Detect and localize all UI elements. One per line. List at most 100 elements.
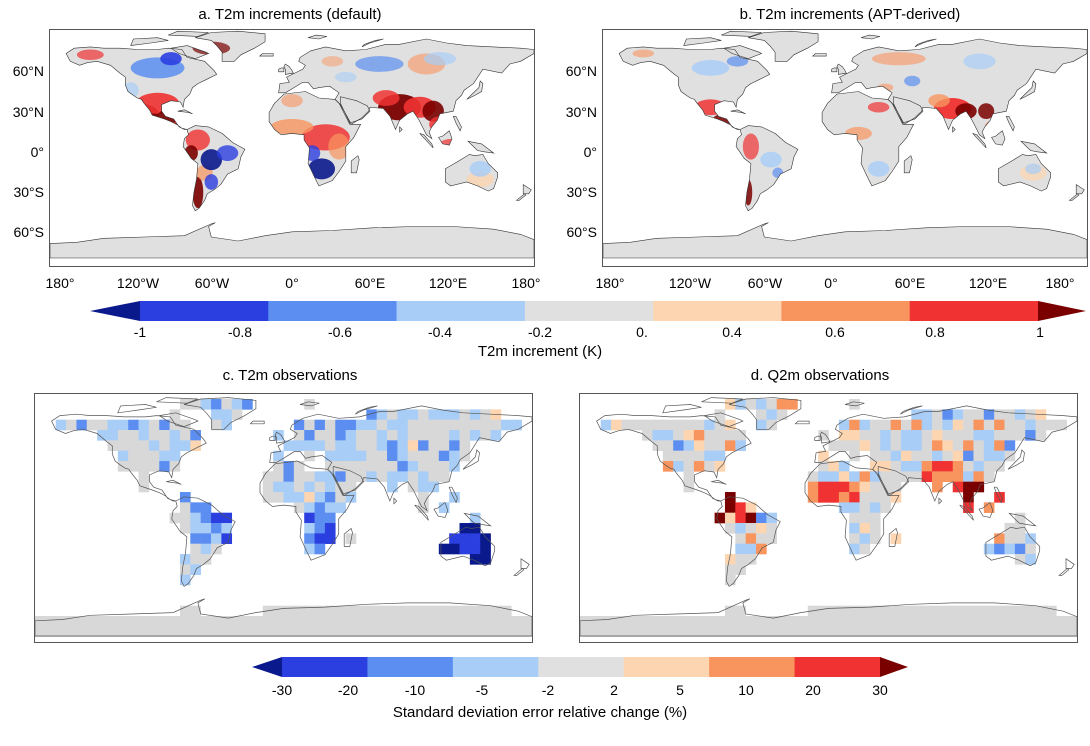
observation-cell — [1045, 626, 1057, 637]
observation-cell — [231, 409, 243, 420]
coastline — [721, 30, 762, 37]
observation-cell — [735, 512, 746, 524]
observation-cell — [438, 616, 450, 627]
observation-cell — [469, 626, 481, 637]
observation-cell — [838, 626, 850, 637]
colorbar-segment — [623, 657, 710, 677]
observation-cell — [148, 461, 160, 472]
observation-cell — [963, 450, 974, 462]
observation-cell — [1004, 523, 1016, 534]
observation-cell — [169, 461, 181, 472]
observation-cell — [376, 430, 388, 441]
observation-cell — [387, 409, 398, 420]
observation-cell — [211, 533, 222, 544]
observation-cell — [407, 419, 419, 431]
observation-cell — [387, 626, 398, 637]
observation-cell — [428, 616, 440, 627]
observation-cell — [459, 533, 471, 544]
coastline — [821, 91, 915, 187]
observation-cell — [1004, 409, 1016, 420]
coastline — [393, 497, 398, 505]
observation-cell — [262, 471, 274, 482]
observation-cell — [662, 626, 674, 637]
observation-cell — [293, 419, 305, 431]
observation-cell — [642, 616, 653, 627]
observation-cell — [273, 492, 284, 503]
observation-cell — [973, 430, 985, 441]
observation-cell — [818, 626, 829, 637]
observation-cell — [449, 430, 460, 441]
observation-cell — [345, 492, 357, 503]
coastline — [794, 420, 810, 425]
land-shape — [195, 31, 266, 62]
observation-cell — [138, 626, 150, 637]
observation-cell — [345, 616, 357, 627]
observation-cell — [911, 616, 922, 627]
observation-cell — [1014, 616, 1026, 627]
coastline — [723, 45, 763, 60]
observation-cell — [335, 450, 346, 462]
observation-cell — [314, 419, 326, 431]
observation-cell — [335, 461, 346, 472]
observation-cell — [221, 626, 233, 637]
observation-cell — [449, 616, 460, 627]
colorbar-top — [90, 301, 1086, 321]
observation-cell — [911, 626, 922, 637]
observation-cell — [449, 492, 460, 503]
observation-cell — [673, 440, 684, 451]
increment-region — [726, 56, 749, 67]
land-shape — [603, 222, 1087, 258]
observation-cell — [304, 492, 315, 503]
observation-cell — [994, 461, 1005, 472]
observation-cell — [169, 450, 181, 462]
observation-cell — [469, 512, 481, 524]
coastline — [195, 30, 266, 62]
observation-cell — [869, 450, 881, 462]
observation-cell — [590, 626, 602, 637]
observation-cell — [1004, 533, 1016, 544]
observation-cell — [190, 564, 201, 575]
observation-cell — [973, 419, 985, 431]
observation-cell — [838, 605, 850, 617]
observation-cell — [190, 523, 201, 534]
coastline — [728, 397, 802, 430]
observation-cell — [963, 626, 974, 637]
observation-cell — [1035, 419, 1047, 431]
observation-cell — [190, 543, 201, 555]
increment-region — [867, 160, 890, 177]
observation-cell — [859, 533, 871, 544]
observation-cell — [859, 419, 871, 431]
observation-cell — [859, 440, 871, 451]
observation-cell — [190, 554, 201, 565]
land-shape — [812, 53, 827, 57]
observation-cell — [324, 616, 336, 627]
observation-cell — [880, 502, 891, 513]
observation-cell — [159, 419, 170, 431]
observation-cell — [138, 419, 150, 431]
observation-cell — [735, 502, 746, 513]
observation-cell — [921, 430, 933, 441]
observation-cell — [438, 461, 450, 472]
observation-cell — [869, 502, 881, 513]
observation-cell — [469, 554, 481, 565]
observation-cell — [324, 450, 336, 462]
observation-cell — [797, 616, 809, 627]
observation-cell — [838, 502, 850, 513]
coastline — [978, 501, 994, 518]
observation-cell — [293, 492, 305, 503]
observation-cell — [818, 430, 829, 441]
observation-cell — [973, 409, 985, 420]
observation-cell — [304, 533, 315, 544]
observation-cell — [745, 626, 757, 637]
lon-label: 60°E — [894, 275, 926, 291]
colorbar-bottom — [252, 657, 908, 677]
observation-cell — [1025, 430, 1036, 441]
observation-cell — [304, 440, 315, 451]
observation-cell — [952, 471, 964, 482]
observation-cell — [407, 605, 419, 617]
map-canvas — [603, 30, 1087, 259]
observation-cell — [983, 616, 995, 627]
colorbar-top-tick: -0.8 — [227, 324, 253, 340]
coastline — [952, 126, 956, 133]
observation-cell — [324, 481, 336, 493]
